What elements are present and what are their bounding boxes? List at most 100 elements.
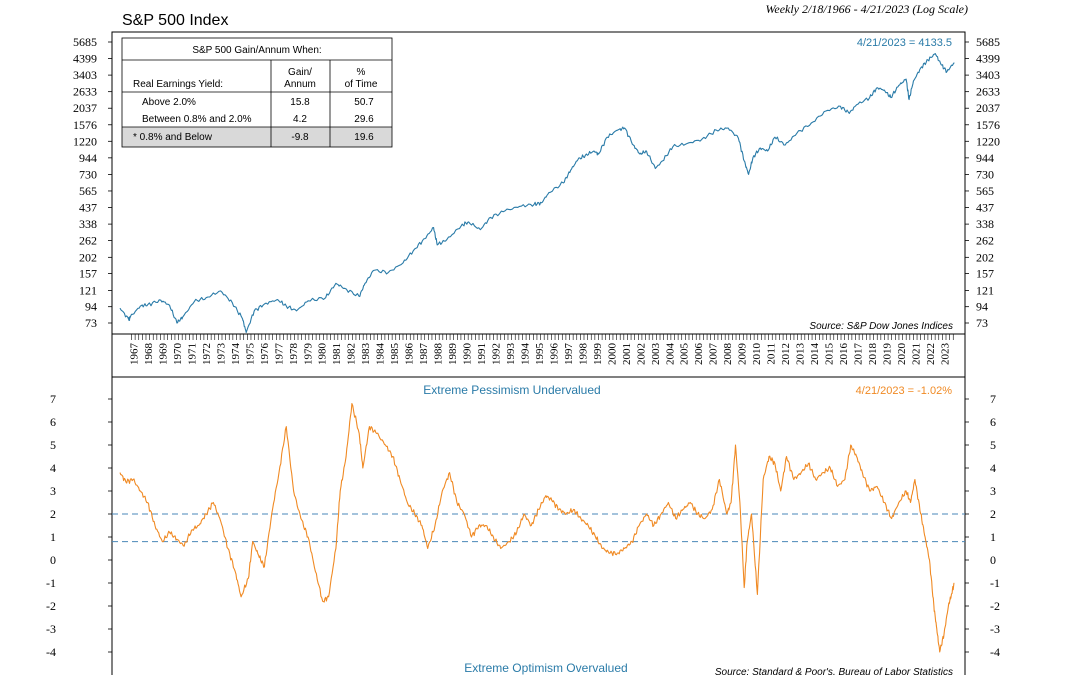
bottom-y-tick-label-left: -1: [46, 576, 56, 590]
year-tick-label: 1968: [143, 343, 155, 366]
table-col2-header-line1: %: [357, 67, 366, 78]
top-y-tick-label-right: 2633: [976, 85, 1000, 99]
bottom-y-tick-label-left: 7: [50, 392, 56, 406]
bottom-y-tick-label-left: 4: [50, 461, 56, 475]
top-y-tick-label-left: 944: [79, 151, 97, 165]
index-last-value-label: 4/21/2023 = 4133.5: [857, 37, 952, 49]
bottom-y-tick-label-right: 3: [990, 484, 996, 498]
top-y-tick-label-left: 94: [85, 300, 97, 314]
bottom-y-tick-label-left: -2: [46, 599, 56, 613]
year-tick-label: 1993: [505, 343, 517, 366]
top-y-tick-label-left: 5685: [73, 35, 97, 49]
top-y-tick-label-left: 73: [85, 316, 97, 330]
top-y-tick-label-left: 262: [79, 234, 97, 248]
top-y-tick-label-left: 730: [79, 167, 97, 181]
year-tick-label: 1991: [476, 343, 488, 365]
table-row-pct: 50.7: [354, 97, 374, 108]
bottom-y-tick-label-right: 4: [990, 461, 996, 475]
table-title: S&P 500 Gain/Annum When:: [192, 45, 321, 56]
top-y-tick-label-right: 121: [976, 283, 994, 297]
real-earnings-yield-line: [119, 403, 955, 653]
yield-source-label: Source: Standard & Poor's, Bureau of Lab…: [715, 667, 953, 675]
year-tick-label: 2010: [751, 343, 763, 366]
top-y-tick-label-left: 565: [79, 184, 97, 198]
chart-title: S&P 500 Index: [122, 12, 228, 29]
threshold-lines: [112, 513, 965, 543]
top-y-tick-label-left: 2037: [73, 101, 97, 115]
gain-per-annum-table: S&P 500 Gain/Annum When: Real Earnings Y…: [121, 37, 393, 148]
top-y-tick-label-left: 437: [79, 201, 97, 215]
year-tick-label: 1995: [534, 343, 546, 366]
bottom-y-tick-label-right: 2: [990, 507, 996, 521]
year-tick-label: 1982: [346, 343, 358, 365]
year-tick-label: 1994: [519, 343, 531, 366]
top-y-tick-label-right: 944: [976, 151, 994, 165]
year-tick-label: 2018: [867, 343, 879, 366]
bottom-y-tick-label-left: 0: [50, 553, 56, 567]
top-y-tick-label-right: 3403: [976, 68, 1000, 82]
year-tick-label: 1980: [317, 343, 329, 366]
top-y-tick-label-left: 3403: [73, 68, 97, 82]
table-row-label: Above 2.0%: [142, 97, 196, 108]
top-y-tick-label-left: 157: [79, 267, 97, 281]
year-tick-label: 2020: [896, 343, 908, 366]
top-y-tick-label-right: 157: [976, 267, 994, 281]
year-tick-label: 2022: [925, 343, 937, 365]
top-y-tick-label-right: 94: [976, 300, 988, 314]
year-tick-label: 2016: [838, 343, 850, 366]
year-tick-label: 1985: [389, 343, 401, 366]
year-tick-label: 2014: [809, 343, 821, 366]
year-tick-label: 2009: [737, 343, 749, 366]
year-tick-label: 1998: [577, 343, 589, 366]
year-tick-label: 1971: [186, 343, 198, 365]
top-y-tick-label-right: 1220: [976, 134, 1000, 148]
sp500-index-line: [119, 53, 955, 334]
year-tick-label: 1976: [259, 343, 271, 366]
year-tick-label: 1988: [433, 343, 445, 366]
top-panel-frame: [111, 31, 966, 335]
year-tick-label: 1974: [230, 343, 242, 366]
bottom-y-tick-label-right: -2: [990, 599, 1000, 613]
year-tick-label: 1983: [360, 343, 372, 366]
year-tick-label: 2015: [824, 343, 836, 366]
year-tick-label: 2004: [664, 343, 676, 366]
top-y-tick-label-right: 202: [976, 250, 994, 264]
bottom-y-tick-label-left: -3: [46, 622, 56, 636]
bottom-y-tick-label-right: 6: [990, 415, 996, 429]
year-tick-label: 2007: [708, 343, 720, 366]
index-source-label: Source: S&P Dow Jones Indices: [809, 321, 953, 332]
year-tick-label: 2011: [766, 343, 778, 365]
year-tick-label: 1979: [302, 343, 314, 366]
top-y-axis: 5685 5685 4399 4399 3403 3403 2633 2633 2037 2037…: [73, 35, 1000, 330]
optimism-label: Extreme Optimism Overvalued: [464, 661, 627, 675]
year-tick-label: 2012: [780, 343, 792, 365]
year-tick-label: 1990: [462, 343, 474, 366]
table-row-gain: 4.2: [293, 114, 307, 125]
bottom-y-axis: 7 7 6 6 5 5 4 4 3 3 2 2 1 1 0 0 -1 -1 -2 -2 -3 -3 -4 -4: [46, 392, 1000, 659]
year-tick-label: 2021: [910, 343, 922, 365]
bottom-y-tick-label-right: 5: [990, 438, 996, 452]
top-y-tick-label-left: 1220: [73, 134, 97, 148]
year-tick-label: 1972: [201, 343, 213, 365]
top-y-tick-label-right: 437: [976, 201, 994, 215]
table-frame: [121, 37, 393, 148]
year-tick-label: 1987: [418, 343, 430, 366]
year-tick-label: 1984: [375, 343, 387, 366]
top-y-tick-label-right: 262: [976, 234, 994, 248]
bottom-panel-frame: [111, 376, 966, 675]
year-tick-label: 1978: [288, 343, 300, 366]
bottom-y-tick-label-left: 3: [50, 484, 56, 498]
year-tick-label: 2002: [635, 343, 647, 365]
table-row-label: * 0.8% and Below: [133, 132, 213, 143]
bottom-y-tick-label-right: 7: [990, 392, 996, 406]
table-row-header: Real Earnings Yield:: [133, 79, 223, 90]
year-tick-label: 1977: [273, 343, 285, 366]
top-y-tick-label-right: 2037: [976, 101, 1000, 115]
top-y-tick-label-left: 2633: [73, 85, 97, 99]
yield-last-value-label: 4/21/2023 = -1.02%: [856, 385, 953, 397]
series-lines: [119, 53, 955, 653]
top-y-tick-label-left: 121: [79, 283, 97, 297]
year-tick-label: 2000: [606, 343, 618, 366]
top-y-tick-label-left: 4399: [73, 52, 97, 66]
year-tick-label: 2001: [621, 343, 633, 365]
